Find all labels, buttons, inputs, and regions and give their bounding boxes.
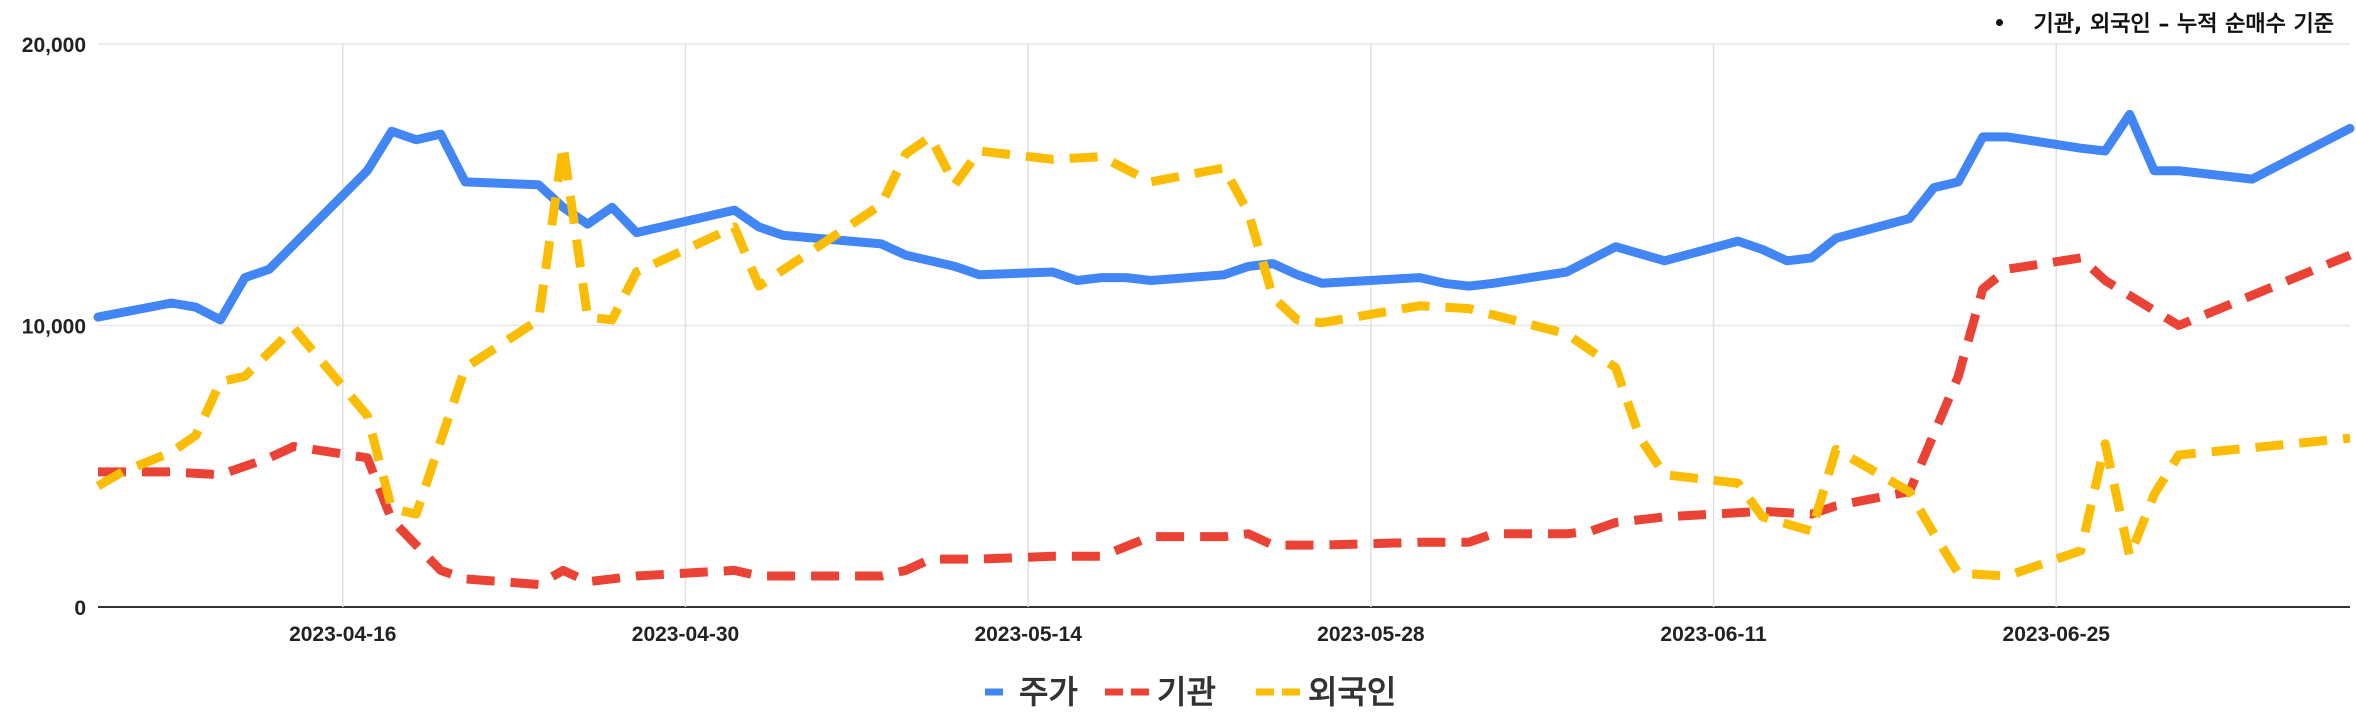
x-tick-label: 2023-04-16 (289, 623, 396, 646)
legend-item-1: 기관 (1105, 673, 1216, 711)
annotation-note: 기관, 외국인 – 누적 순매수 기준 (1996, 6, 2334, 38)
y-axis-ticks: 0 10,000 20,000 (22, 34, 86, 620)
x-tick-label: 2023-04-30 (632, 623, 739, 646)
x-tick-label: 2023-06-11 (1660, 623, 1767, 646)
legend-item-0: 주가 (985, 673, 1078, 711)
x-tick-label: 2023-06-25 (2003, 623, 2111, 646)
legend-label: 외국인 (1308, 673, 1396, 711)
annotation-text: 기관, 외국인 – 누적 순매수 기준 (2033, 12, 2334, 37)
legend-label: 기관 (1157, 673, 1216, 711)
legend-item-2: 외국인 (1256, 673, 1396, 711)
x-tick-label: 2023-05-28 (1317, 623, 1425, 646)
series-line-1 (98, 250, 2352, 589)
y-tick-label: 0 (74, 597, 86, 620)
y-tick-label: 20,000 (22, 34, 86, 57)
series-line-0 (93, 109, 2355, 325)
bullet-icon (1996, 18, 2004, 26)
gridlines (98, 43, 2350, 608)
x-axis-ticks: 2023-04-16 2023-04-30 2023-05-14 2023-05-28… (289, 623, 2110, 646)
y-tick-label: 10,000 (22, 316, 86, 339)
legend: 주가 기관 외국인 (985, 673, 1396, 711)
x-tick-label: 2023-05-14 (974, 623, 1082, 646)
series-lines (93, 109, 2355, 589)
legend-label: 주가 (1019, 673, 1078, 711)
series-line-2 (95, 132, 2351, 581)
